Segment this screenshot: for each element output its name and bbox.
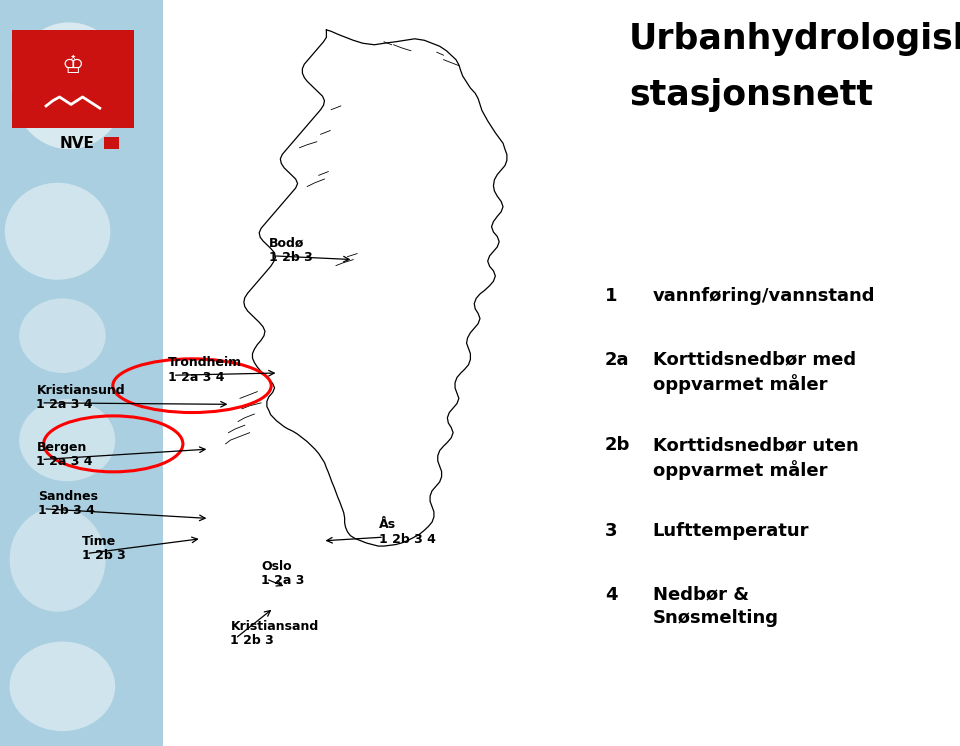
Ellipse shape (10, 507, 106, 612)
Ellipse shape (5, 183, 110, 280)
Text: 1 2a 3: 1 2a 3 (261, 574, 304, 587)
Text: 1 2b 3: 1 2b 3 (269, 251, 313, 264)
Text: vannføring/vannstand: vannføring/vannstand (653, 287, 876, 305)
Text: 1 2a 3 4: 1 2a 3 4 (168, 371, 225, 383)
Text: stasjonsnett: stasjonsnett (629, 78, 873, 113)
Ellipse shape (12, 22, 127, 149)
Text: 1 2b 3: 1 2b 3 (230, 634, 275, 647)
Ellipse shape (19, 399, 115, 481)
Text: Kristiansund: Kristiansund (36, 384, 125, 397)
Text: Korttidsnedbør uten
oppvarmet måler: Korttidsnedbør uten oppvarmet måler (653, 436, 858, 480)
Text: 2a: 2a (605, 351, 630, 369)
Text: 1 2b 3 4: 1 2b 3 4 (38, 504, 95, 517)
Text: 1: 1 (605, 287, 617, 305)
Text: 1 2a 3 4: 1 2a 3 4 (36, 398, 93, 411)
Bar (12, 30, 134, 128)
Ellipse shape (19, 298, 106, 373)
Text: Korttidsnedbør med
oppvarmet måler: Korttidsnedbør med oppvarmet måler (653, 351, 856, 394)
Bar (104, 137, 119, 149)
Text: 4: 4 (605, 586, 617, 604)
Ellipse shape (10, 642, 115, 731)
Text: NVE: NVE (60, 136, 94, 151)
Bar (0, 0, 163, 746)
Text: Time: Time (82, 535, 116, 548)
Text: 1 2b 3: 1 2b 3 (82, 549, 126, 562)
Text: ♔: ♔ (61, 54, 84, 78)
Text: 2b: 2b (605, 436, 630, 454)
Text: Urbanhydrologisk: Urbanhydrologisk (629, 22, 960, 57)
Text: 1 2b 3 4: 1 2b 3 4 (379, 533, 436, 545)
Text: Lufttemperatur: Lufttemperatur (653, 522, 809, 540)
Text: Oslo: Oslo (261, 560, 292, 573)
Text: Nedbør &
Snøsmelting: Nedbør & Snøsmelting (653, 586, 779, 627)
Text: Ås: Ås (379, 518, 396, 531)
Text: Kristiansand: Kristiansand (230, 620, 319, 633)
Text: Bodø: Bodø (269, 237, 304, 250)
Text: Trondheim: Trondheim (168, 357, 242, 369)
Text: Sandnes: Sandnes (38, 490, 99, 503)
Text: 3: 3 (605, 522, 617, 540)
Text: Bergen: Bergen (36, 441, 86, 454)
Text: 1 2a 3 4: 1 2a 3 4 (36, 455, 93, 468)
